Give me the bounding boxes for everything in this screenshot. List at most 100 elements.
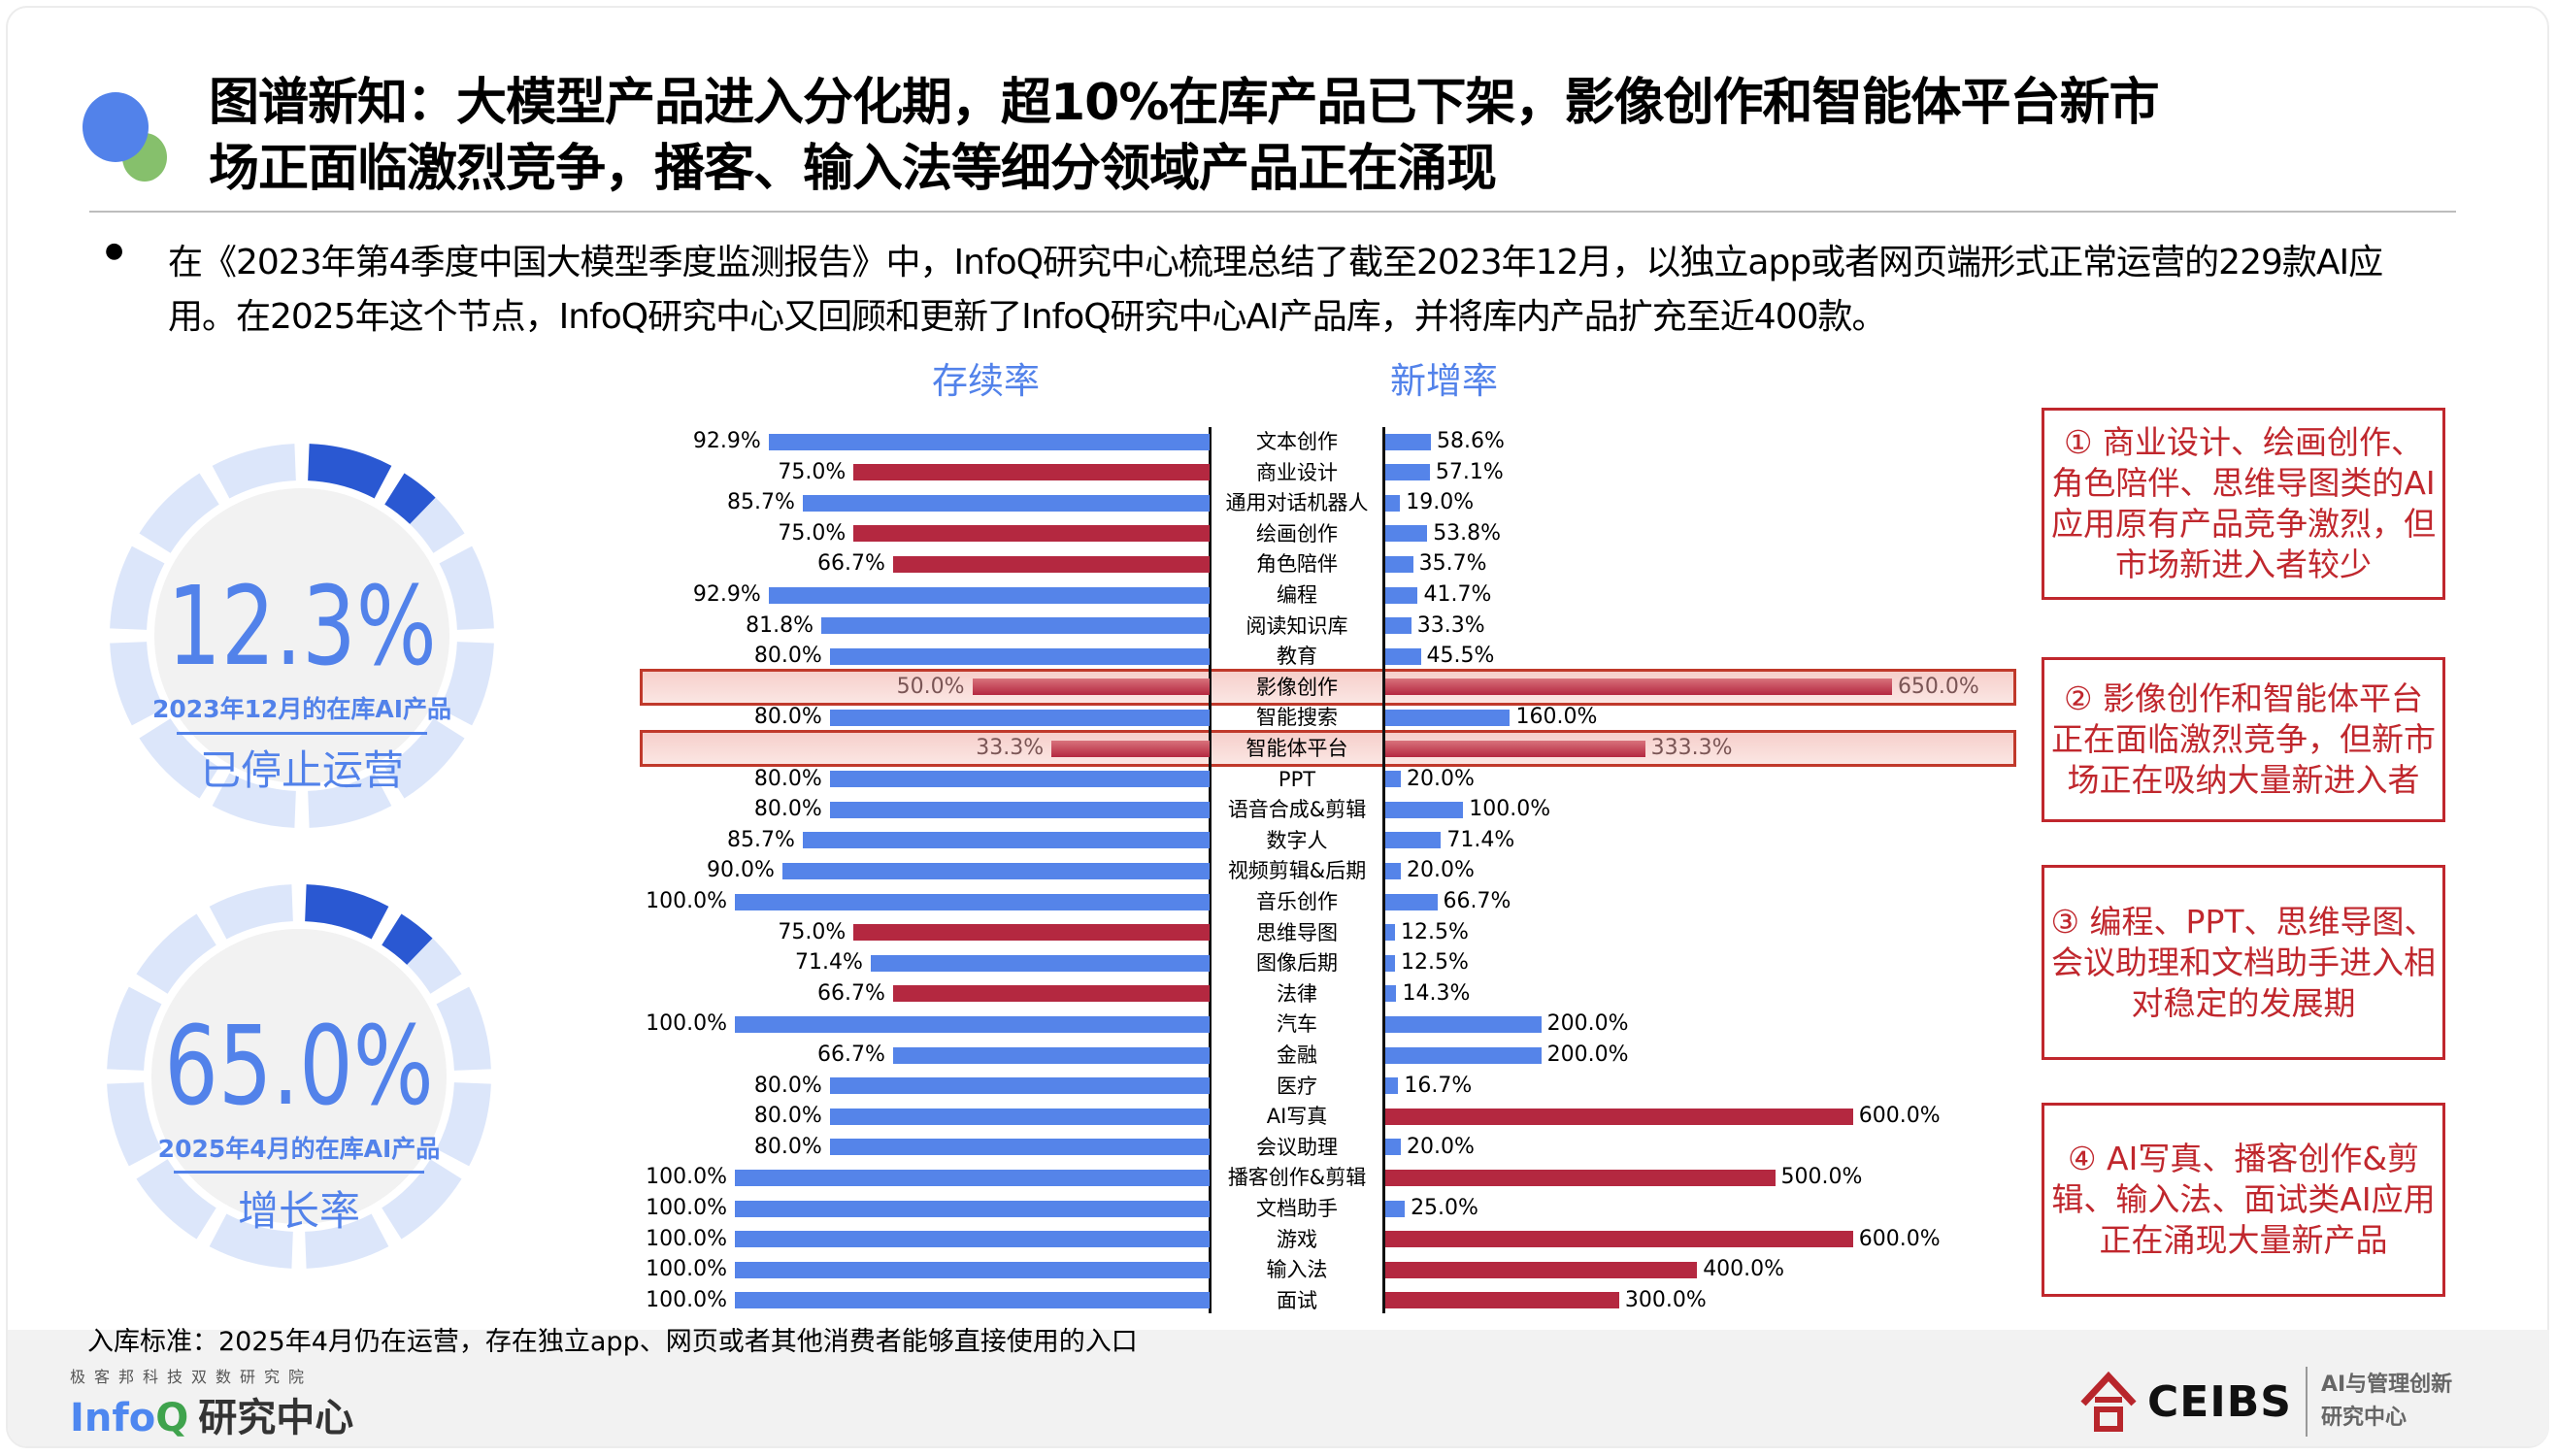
donut-label: 已停止运营 bbox=[199, 746, 404, 794]
bar-right bbox=[1385, 771, 1402, 788]
data-label-left: 80.0% bbox=[753, 1134, 822, 1159]
ring-segment bbox=[110, 642, 165, 726]
data-label-left: 75.0% bbox=[778, 520, 847, 546]
data-label-right: 19.0% bbox=[1406, 490, 1475, 515]
bar-left bbox=[829, 771, 1210, 788]
donut-divider bbox=[177, 732, 427, 735]
infoq-logo-text: Info bbox=[70, 1396, 156, 1440]
bar-right bbox=[1385, 862, 1402, 879]
bar-left bbox=[735, 893, 1210, 910]
ceibs-emblem-icon bbox=[2080, 1371, 2137, 1432]
bar-left bbox=[853, 924, 1210, 942]
category-label: 输入法 bbox=[1266, 1258, 1328, 1282]
left-axis-line bbox=[1209, 427, 1212, 1313]
data-label-right: 45.5% bbox=[1426, 644, 1495, 669]
data-label-left: 85.7% bbox=[727, 827, 795, 852]
bar-right bbox=[1385, 1015, 1542, 1033]
data-label-right: 160.0% bbox=[1515, 705, 1598, 730]
category-label: 编程 bbox=[1277, 583, 1317, 607]
bar-left bbox=[735, 1231, 1210, 1248]
bar-left bbox=[972, 678, 1210, 696]
data-label-right: 58.6% bbox=[1437, 429, 1505, 453]
category-label: 面试 bbox=[1277, 1288, 1317, 1312]
donut-subtitle: 2023年12月的在库AI产品 bbox=[151, 695, 452, 723]
bar-right bbox=[1385, 525, 1428, 543]
category-label: 图像后期 bbox=[1256, 951, 1338, 976]
bar-left bbox=[768, 433, 1210, 450]
ring-segment bbox=[136, 913, 216, 994]
highlight-row-box bbox=[640, 730, 2016, 767]
bar-left bbox=[829, 709, 1210, 726]
data-label-right: 53.8% bbox=[1433, 520, 1502, 546]
data-label-left: 100.0% bbox=[646, 1011, 727, 1037]
bar-left bbox=[735, 1015, 1210, 1033]
org-small-text: 极客邦科技双数研究院 bbox=[70, 1368, 314, 1386]
note-text: ② 影像创作和智能体平台正在面临激烈竞争，但新市场正在吸纳大量新进入者 bbox=[2051, 679, 2436, 799]
data-label-left: 100.0% bbox=[646, 1165, 727, 1190]
ring-segment bbox=[212, 773, 296, 828]
category-label: 游戏 bbox=[1277, 1227, 1317, 1251]
data-label-right: 33.3% bbox=[1416, 612, 1485, 638]
ring-segment bbox=[305, 1213, 389, 1269]
note-box-1: ① 商业设计、绘画创作、角色陪伴、思维导图类的AI应用原有产品竞争激烈，但市场新… bbox=[2042, 408, 2445, 600]
data-label-left: 80.0% bbox=[753, 766, 822, 791]
ceibs-sub-2: 研究中心 bbox=[2320, 1406, 2407, 1430]
category-label: 绘画创作 bbox=[1256, 521, 1338, 546]
bar-right bbox=[1385, 678, 1892, 696]
bar-right bbox=[1385, 1108, 1853, 1125]
bar-left bbox=[892, 1046, 1210, 1064]
data-label-right: 14.3% bbox=[1402, 980, 1471, 1006]
category-label: 音乐创作 bbox=[1256, 890, 1338, 913]
bar-right bbox=[1385, 617, 1411, 635]
ceibs-name: CEIBS bbox=[2147, 1376, 2292, 1427]
category-label: 播客创作&剪辑 bbox=[1227, 1166, 1367, 1190]
data-label-left: 66.7% bbox=[816, 551, 885, 577]
data-label-left: 100.0% bbox=[646, 1287, 727, 1312]
bar-right bbox=[1385, 1231, 1853, 1248]
ring-segment bbox=[110, 546, 165, 630]
right-axis-line bbox=[1382, 427, 1385, 1313]
chart-header-left: 存续率 bbox=[932, 360, 1040, 402]
ring-highlight-segment bbox=[308, 444, 392, 499]
category-label: 智能搜索 bbox=[1256, 706, 1338, 730]
donut-growth-ratio bbox=[107, 884, 491, 1269]
ring-segment bbox=[382, 1159, 462, 1240]
bar-left bbox=[829, 1139, 1210, 1156]
bar-left bbox=[870, 954, 1210, 972]
bar-left bbox=[768, 586, 1210, 604]
data-label-right: 16.7% bbox=[1404, 1073, 1473, 1098]
bar-left bbox=[829, 801, 1210, 818]
category-label: 医疗 bbox=[1277, 1074, 1317, 1098]
bar-left bbox=[735, 1169, 1210, 1186]
ring-segment bbox=[139, 473, 219, 553]
donut-stopped-ratio bbox=[110, 444, 494, 828]
note-text: ① 商业设计、绘画创作、角色陪伴、思维导图类的AI应用原有产品竞争激烈，但市场新… bbox=[2051, 423, 2436, 583]
footer-band bbox=[8, 1330, 2549, 1446]
ring-segment bbox=[136, 1159, 216, 1240]
category-label: 汽车 bbox=[1277, 1012, 1317, 1037]
bar-right bbox=[1385, 555, 1413, 573]
ring-center bbox=[151, 929, 447, 1224]
bar-right bbox=[1385, 647, 1421, 665]
data-label-left: 80.0% bbox=[753, 705, 822, 730]
bar-left bbox=[1051, 740, 1210, 757]
category-label: 阅读知识库 bbox=[1245, 613, 1348, 638]
data-label-left: 100.0% bbox=[646, 1226, 727, 1251]
ring-highlight-segment bbox=[384, 473, 436, 524]
bar-right bbox=[1385, 464, 1430, 481]
data-label-right: 200.0% bbox=[1546, 1042, 1629, 1067]
ring-segment bbox=[107, 986, 162, 1071]
ceibs-logo: CEIBS AI与管理创新 研究中心 bbox=[2077, 1367, 2452, 1437]
ring-segment bbox=[209, 1213, 293, 1269]
bar-left bbox=[735, 1261, 1210, 1278]
category-label: 文档助手 bbox=[1256, 1197, 1338, 1220]
bar-left bbox=[853, 525, 1210, 543]
data-label-right: 41.7% bbox=[1423, 582, 1492, 607]
data-label-left: 66.7% bbox=[816, 980, 885, 1006]
ring-segment bbox=[439, 546, 494, 630]
data-label-right: 600.0% bbox=[1858, 1104, 1941, 1129]
bar-right bbox=[1385, 1046, 1542, 1064]
data-label-right: 650.0% bbox=[1897, 674, 1979, 699]
data-label-left: 71.4% bbox=[794, 950, 863, 976]
data-label-right: 600.0% bbox=[1858, 1226, 1941, 1251]
